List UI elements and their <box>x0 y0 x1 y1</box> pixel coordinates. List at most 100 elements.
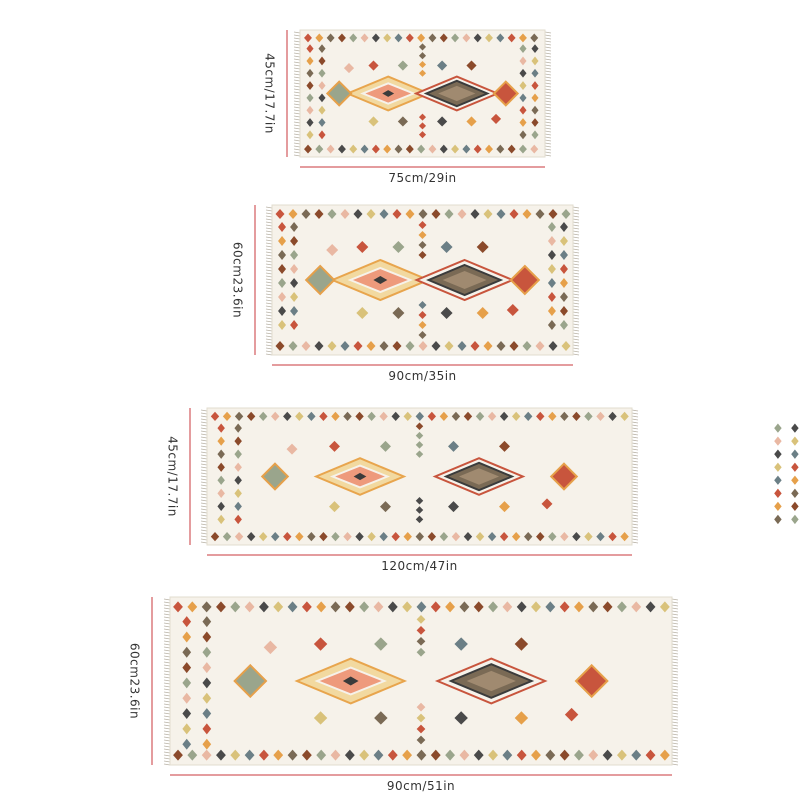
fringe <box>293 34 301 37</box>
diamond <box>331 411 340 422</box>
diamond <box>531 44 539 54</box>
diamond <box>416 636 426 646</box>
diamond <box>511 531 521 542</box>
fringe <box>631 412 639 415</box>
fringe <box>671 763 679 766</box>
fringe <box>265 281 273 284</box>
fringe <box>163 727 171 730</box>
fringe <box>200 538 208 541</box>
fringe <box>671 685 679 688</box>
fringe <box>293 130 301 133</box>
diamond <box>519 105 527 115</box>
diamond <box>210 531 220 542</box>
diamond <box>182 646 192 658</box>
diamond <box>485 33 493 43</box>
diamond <box>492 80 520 107</box>
diamond <box>304 264 336 296</box>
diamond <box>259 749 269 761</box>
fringe <box>200 487 208 490</box>
diamond <box>416 735 426 745</box>
diamond <box>278 320 287 330</box>
diamond <box>258 531 268 542</box>
fringe <box>572 338 580 341</box>
diamond <box>301 209 311 219</box>
diamond <box>547 236 556 246</box>
diamond <box>397 116 408 127</box>
diamond <box>548 209 558 219</box>
fringe <box>293 52 301 55</box>
fringe <box>631 487 639 490</box>
diamond <box>559 250 568 260</box>
diamond <box>631 749 642 761</box>
diamond <box>353 209 363 219</box>
diamond <box>275 209 285 219</box>
diamond <box>173 749 183 761</box>
diamond <box>499 411 509 422</box>
fringe <box>293 118 301 121</box>
diamond <box>371 33 380 43</box>
fringe <box>200 454 208 457</box>
diamond <box>473 749 484 761</box>
fringe <box>544 79 552 82</box>
diamond <box>244 601 255 613</box>
fringe <box>572 275 580 278</box>
diamond <box>306 44 314 54</box>
diamond <box>306 130 314 140</box>
fringe <box>572 257 580 260</box>
diamond <box>217 436 225 446</box>
fringe <box>200 484 208 487</box>
diamond <box>373 601 384 613</box>
diamond <box>514 711 529 725</box>
diamond <box>774 423 782 433</box>
fringe <box>163 643 171 646</box>
fringe <box>163 682 171 685</box>
diamond <box>278 292 287 302</box>
diamond <box>617 601 627 613</box>
diamond <box>359 749 370 761</box>
diamond <box>230 749 241 761</box>
diamond <box>531 118 539 127</box>
diamond <box>290 222 299 232</box>
diamond <box>417 33 426 43</box>
fringe <box>163 760 171 763</box>
fringe <box>293 136 301 139</box>
diamond <box>774 488 782 498</box>
diamond <box>234 531 244 542</box>
diamond <box>506 304 519 316</box>
diamond <box>290 292 299 302</box>
diamond <box>459 749 470 761</box>
diamond <box>318 56 326 66</box>
diamond <box>306 68 314 78</box>
fringe <box>200 433 208 436</box>
fringe <box>163 736 171 739</box>
diamond <box>536 411 545 422</box>
diamond <box>318 81 326 90</box>
diamond <box>360 144 369 154</box>
fringe <box>163 658 171 661</box>
fringe <box>631 541 639 544</box>
diamond <box>394 144 403 154</box>
fringe <box>163 724 171 727</box>
diamond <box>273 749 284 761</box>
fringe <box>671 604 679 607</box>
diamond <box>548 531 557 542</box>
diamond <box>418 251 427 259</box>
diamond <box>476 241 489 253</box>
fringe <box>163 694 171 697</box>
fringe <box>200 424 208 427</box>
diamond <box>507 33 516 43</box>
diamond <box>418 321 427 329</box>
fringe <box>293 109 301 112</box>
diamond <box>182 723 192 735</box>
fringe <box>265 335 273 338</box>
diamond <box>326 33 335 43</box>
diamond <box>313 637 328 651</box>
diamond <box>791 423 799 433</box>
diamond <box>416 626 426 635</box>
fringe <box>671 745 679 748</box>
diamond <box>418 221 427 229</box>
fringe <box>265 284 273 287</box>
fringe <box>572 245 580 248</box>
diamond <box>360 33 369 43</box>
fringe <box>265 320 273 323</box>
